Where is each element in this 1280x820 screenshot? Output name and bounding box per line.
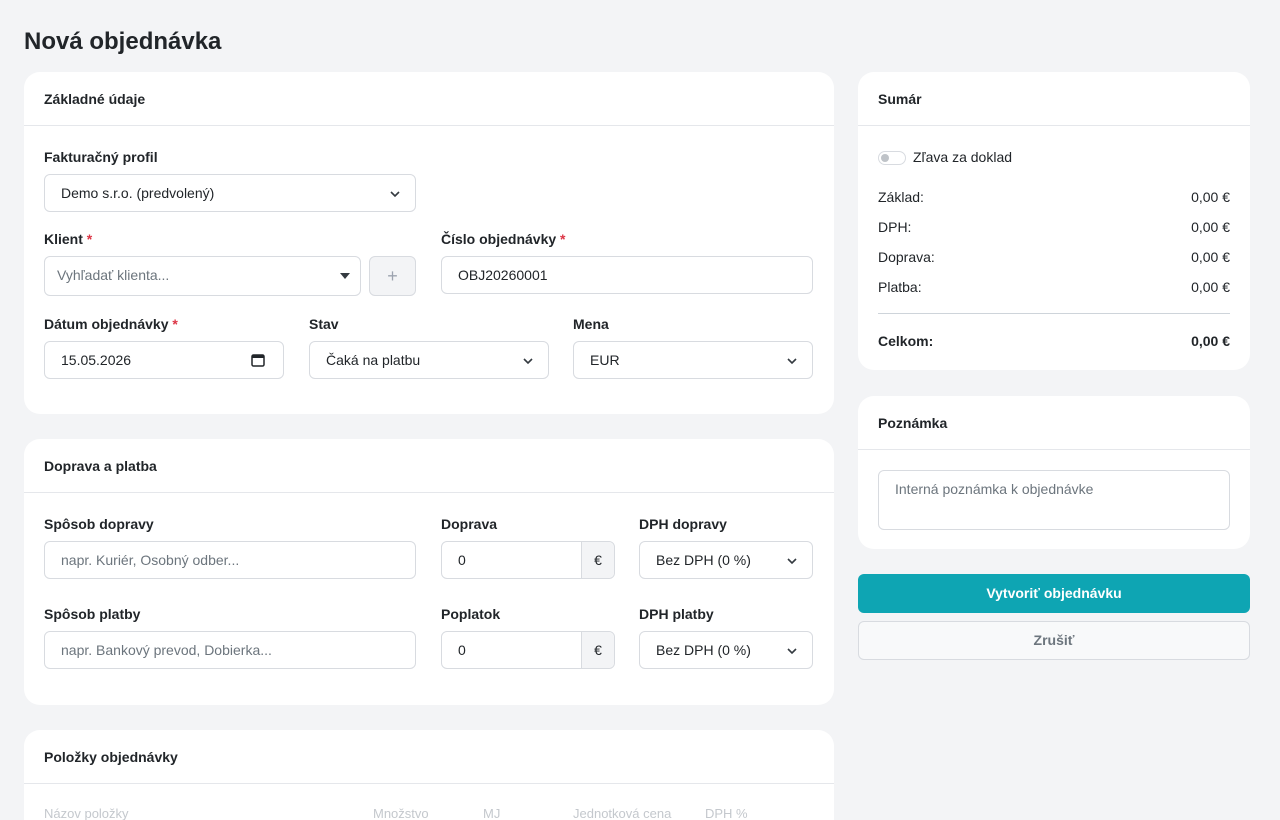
shipping-vat-select[interactable]: Bez DPH (0 %) <box>639 541 813 579</box>
total-label: Celkom: <box>878 333 934 349</box>
status-select[interactable]: Čaká na platbu <box>309 341 549 379</box>
field-label: Mena <box>573 316 609 332</box>
chevron-icon <box>787 358 797 365</box>
field-label: Fakturačný profil <box>44 149 158 165</box>
toggle-label: Zľava za doklad <box>913 149 1013 165</box>
basic-card: Základné údaje Fakturačný profil Demo s.… <box>24 72 834 414</box>
add-client-button[interactable]: + <box>369 256 416 296</box>
chevron-icon <box>523 358 533 365</box>
field-label: Klient * <box>44 231 92 247</box>
page-title: Nová objednávka <box>24 28 222 55</box>
shipping-card: Doprava a platba Spôsob dopravy napr. Ku… <box>24 439 834 705</box>
row-label: Doprava: <box>878 249 935 265</box>
chevron-icon <box>787 648 797 655</box>
label-text: Číslo objednávky <box>441 231 557 247</box>
row-label: DPH: <box>878 219 912 235</box>
label-text: Klient <box>44 231 83 247</box>
card-heading: Položky objednávky <box>24 730 834 784</box>
summary-row: Doprava: 0,00 € <box>878 249 1230 265</box>
column-header: Množstvo <box>373 806 429 820</box>
chevron-icon <box>787 558 797 565</box>
row-value: 0,00 € <box>1191 189 1230 205</box>
row-value: 0,00 € <box>1191 219 1230 235</box>
field-label: DPH platby <box>639 606 714 622</box>
payment-fee-input[interactable]: 0 € <box>441 631 615 669</box>
row-label: Základ: <box>878 189 924 205</box>
card-heading: Sumár <box>858 72 1250 126</box>
required-mark: * <box>86 231 93 247</box>
toggle-knob <box>881 154 889 162</box>
summary-row: Základ: 0,00 € <box>878 189 1230 205</box>
items-card: Položky objednávky Názov položky Množstvo… <box>24 730 834 820</box>
placeholder: napr. Bankový prevod, Dobierka... <box>61 642 272 658</box>
payment-vat-select[interactable]: Bez DPH (0 %) <box>639 631 813 669</box>
date-input[interactable]: 15.05.2026 <box>44 341 284 379</box>
field-label: Stav <box>309 316 339 332</box>
currency-select[interactable]: EUR <box>573 341 813 379</box>
required-mark: * <box>560 231 566 247</box>
field-label: Spôsob platby <box>44 606 141 622</box>
placeholder: Vyhľadať klienta... <box>57 267 170 283</box>
order-number-input[interactable]: OBJ20260001 <box>441 256 813 294</box>
summary-row: Platba: 0,00 € <box>878 279 1230 295</box>
placeholder: napr. Kuriér, Osobný odber... <box>61 552 240 568</box>
select-value: Bez DPH (0 %) <box>656 642 751 658</box>
column-header: DPH % <box>705 806 748 820</box>
field-label: Číslo objednávky * <box>441 231 566 247</box>
field-label: Doprava <box>441 516 498 532</box>
total-row: Celkom: 0,00 € <box>878 333 1230 349</box>
column-header: Jednotková cena <box>573 806 672 820</box>
note-card: Poznámka Interná poznámka k objednávke <box>858 396 1250 549</box>
column-header: MJ <box>483 806 501 820</box>
submit-button[interactable]: Vytvoriť objednávku <box>858 574 1250 613</box>
note-textarea[interactable]: Interná poznámka k objednávke <box>878 470 1230 530</box>
summary-row: DPH: 0,00 € <box>878 219 1230 235</box>
field-label: Dátum objednávky * <box>44 316 178 332</box>
label-text: Dátum objednávky <box>44 316 169 332</box>
payment-method-input[interactable]: napr. Bankový prevod, Dobierka... <box>44 631 416 669</box>
cancel-button[interactable]: Zrušiť <box>858 621 1250 660</box>
shipping-method-input[interactable]: napr. Kuriér, Osobný odber... <box>44 541 416 579</box>
input-value: 0 <box>458 642 466 658</box>
calendar-icon <box>251 354 265 367</box>
caret-icon <box>340 273 350 279</box>
input-value: 0 <box>458 552 466 568</box>
shipping-cost-input[interactable]: 0 € <box>441 541 615 579</box>
total-value: 0,00 € <box>1191 333 1230 349</box>
select-value: Demo s.r.o. (predvolený) <box>61 185 215 201</box>
select-value: Bez DPH (0 %) <box>656 552 751 568</box>
summary-card: Sumár Zľava za doklad Základ: 0,00 € DPH: 0… <box>858 72 1250 370</box>
card-heading: Základné údaje <box>24 72 834 126</box>
select-value: EUR <box>590 352 620 368</box>
field-label: DPH dopravy <box>639 516 727 532</box>
row-value: 0,00 € <box>1191 249 1230 265</box>
date-value: 15.05.2026 <box>61 352 132 368</box>
placeholder: Interná poznámka k objednávke <box>895 481 1094 497</box>
select-value: Čaká na platbu <box>326 352 421 368</box>
currency-addon: € <box>581 542 614 578</box>
profile-select[interactable]: Demo s.r.o. (predvolený) <box>44 174 416 212</box>
field-label: Spôsob dopravy <box>44 516 154 532</box>
client-select[interactable]: Vyhľadať klienta... <box>44 256 361 296</box>
divider <box>878 313 1230 314</box>
row-label: Platba: <box>878 279 922 295</box>
card-heading: Poznámka <box>858 396 1250 450</box>
column-header: Názov položky <box>44 806 129 820</box>
field-label: Poplatok <box>441 606 501 622</box>
row-value: 0,00 € <box>1191 279 1230 295</box>
currency-addon: € <box>581 632 614 668</box>
chevron-icon <box>390 191 400 198</box>
discount-toggle[interactable] <box>878 151 906 165</box>
required-mark: * <box>172 316 178 332</box>
card-heading: Doprava a platba <box>24 439 834 493</box>
